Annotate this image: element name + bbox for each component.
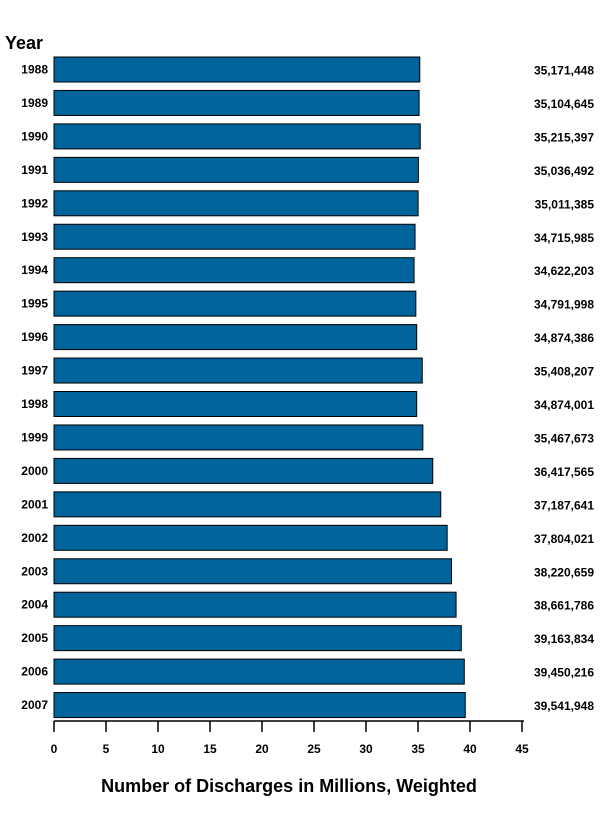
value-label: 38,220,659 [534,565,594,579]
x-tick-label: 10 [151,742,165,756]
bar-2002 [53,524,448,551]
bar-1996 [53,324,418,351]
bar-2006 [53,658,465,685]
category-label: 1998 [21,397,48,411]
bar-2001 [53,491,442,518]
bar-2003 [53,558,452,585]
value-label: 39,450,216 [534,666,594,680]
bar-1989 [53,89,420,116]
value-label: 37,804,021 [534,532,594,546]
category-label: 1996 [21,330,48,344]
x-axis-title: Number of Discharges in Millions, Weight… [101,776,477,796]
value-label: 35,215,397 [534,130,594,144]
value-label: 39,541,948 [534,699,594,713]
category-label: 2007 [21,698,48,712]
value-label: 35,011,385 [535,197,595,211]
bar-2005 [53,625,462,652]
x-tick-label: 40 [463,742,477,756]
value-label: 34,874,386 [534,331,594,345]
x-tick-label: 5 [103,742,110,756]
category-label: 1992 [21,196,48,210]
value-label: 38,661,786 [534,599,594,613]
category-label: 1999 [21,430,48,444]
y-axis-title: Year [5,33,43,53]
category-label: 1989 [21,96,48,110]
bar-1999 [53,424,424,451]
x-tick-label: 0 [51,742,58,756]
value-label: 35,171,448 [534,64,594,78]
x-tick-label: 15 [203,742,217,756]
value-label: 35,467,673 [534,431,594,445]
value-label: 35,408,207 [534,365,594,379]
bar-1993 [53,223,416,250]
bar-1990 [53,123,421,150]
value-label: 34,715,985 [534,231,594,245]
category-label: 1994 [21,263,48,277]
value-label: 35,104,645 [534,97,594,111]
bar-1988 [53,56,421,83]
value-label: 34,791,998 [534,298,594,312]
bar-2004 [53,591,457,618]
value-label: 35,036,492 [534,164,594,178]
category-label: 2004 [21,598,48,612]
value-label: 34,622,203 [534,264,594,278]
x-tick-label: 30 [359,742,373,756]
category-label: 2006 [21,665,48,679]
category-label: 1995 [21,297,48,311]
category-label: 1990 [21,129,48,143]
bar-2000 [53,457,434,484]
category-label: 1991 [21,163,48,177]
bar-1997 [53,357,423,384]
x-tick-label: 20 [255,742,269,756]
bar-1992 [53,190,419,217]
category-label: 1988 [21,63,48,77]
category-label: 1993 [21,230,48,244]
category-label: 2002 [21,531,48,545]
bar-1995 [53,290,417,317]
bar-1994 [53,257,415,284]
bar-2007 [53,692,466,719]
category-label: 2005 [21,631,48,645]
bar-1998 [53,391,418,417]
category-label: 2001 [21,497,48,511]
value-label: 36,417,565 [534,465,594,479]
category-label: 1997 [21,364,48,378]
category-label: 2000 [21,464,48,478]
x-tick-label: 45 [515,742,529,756]
x-tick-label: 25 [307,742,321,756]
value-label: 34,874,001 [534,398,594,412]
value-label: 39,163,834 [534,632,594,646]
category-label: 2003 [21,564,48,578]
x-tick-label: 35 [411,742,425,756]
bar-1991 [53,156,419,183]
value-label: 37,187,641 [534,498,594,512]
